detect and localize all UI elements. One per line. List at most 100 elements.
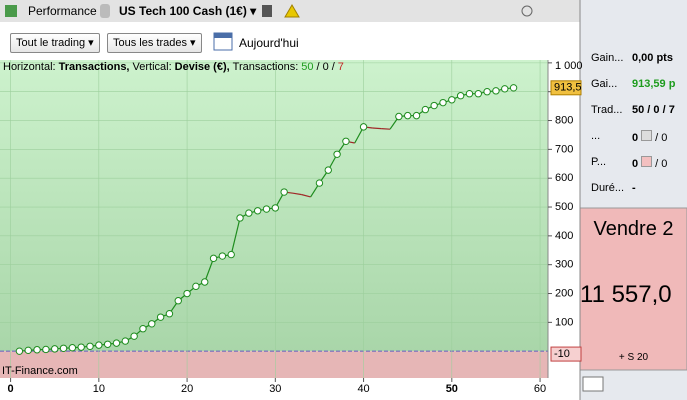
trade-point	[359, 123, 368, 131]
tab-title[interactable]: Performance	[28, 4, 97, 18]
filter-trades[interactable]: Tous les trades ▾	[107, 33, 202, 53]
trade-point	[262, 205, 271, 213]
stat-text: 0	[632, 132, 639, 144]
stat-value: -	[632, 182, 636, 194]
loss-zone	[0, 351, 548, 378]
y-tick-label: 500	[555, 201, 573, 213]
icon	[100, 4, 110, 18]
trade-point	[271, 204, 280, 212]
y-tick-label: 700	[555, 143, 573, 155]
x-tick-label: 40	[357, 383, 369, 395]
stat-row: Gai... 913,59 p	[591, 78, 681, 90]
equity-segment	[372, 127, 382, 130]
stat-value: 913,59 p	[632, 78, 675, 90]
trade-point	[148, 320, 156, 328]
trade-point	[448, 96, 456, 104]
trade-point	[103, 340, 112, 348]
x-tick-label: 50	[446, 383, 458, 395]
watermark: IT-Finance.com	[2, 365, 78, 377]
value-marker-label: -10	[554, 348, 570, 360]
filter-text: Tous les trades	[113, 37, 187, 49]
flat: 0	[322, 61, 329, 73]
header-value: Transactions,	[58, 61, 130, 73]
panel-icon[interactable]	[582, 376, 604, 392]
order-detail: + S 20	[618, 352, 649, 363]
icon	[5, 5, 17, 17]
stat-value: 0/0	[632, 156, 667, 170]
trade-point	[227, 250, 235, 259]
trade-point	[24, 346, 32, 355]
y-axis-area	[548, 60, 580, 378]
order-box	[579, 207, 687, 371]
sep: /	[331, 61, 335, 73]
trade-point	[501, 85, 509, 93]
y-tick-label: 200	[555, 287, 573, 299]
trade-point	[421, 105, 430, 114]
trade-point	[333, 150, 341, 158]
equity-segment	[204, 258, 215, 283]
filter-trading[interactable]: Tout le trading ▾	[10, 33, 100, 53]
trade-point	[456, 92, 465, 100]
trade-point	[236, 214, 244, 222]
top-bar	[0, 0, 687, 22]
trade-point	[165, 310, 174, 318]
sep: /	[316, 61, 320, 73]
stat-row: Trad... 50 / 0 / 7	[591, 104, 681, 116]
trade-point	[403, 111, 412, 120]
y-tick-label: 300	[555, 259, 573, 271]
header-value: Devise (€),	[174, 61, 230, 73]
trade-point	[201, 278, 209, 286]
order-side: Vendre 2	[593, 218, 674, 240]
trade-point	[86, 342, 94, 350]
warning-icon	[284, 4, 300, 18]
trade-point	[483, 87, 491, 96]
stat-text: 913,59 p	[632, 78, 676, 90]
filter-text: Tout le trading	[16, 37, 86, 49]
instrument[interactable]: US Tech 100 Cash (1€) ▾	[119, 4, 257, 18]
stat-label: Duré...	[591, 182, 625, 194]
y-tick-label: 600	[555, 172, 573, 184]
stat-label: Gain...	[591, 52, 624, 64]
trade-point	[51, 345, 59, 353]
wins: 50	[301, 61, 314, 73]
plot	[0, 60, 548, 378]
instrument-name[interactable]: US Tech 100 Cash (1€)	[119, 4, 247, 18]
stat-label: P...	[591, 156, 607, 168]
trade-point	[395, 112, 403, 121]
value-marker-label: 913,5	[554, 82, 582, 94]
trade-point	[59, 344, 68, 353]
share-icon	[521, 5, 533, 17]
stat-sep: /	[655, 132, 659, 144]
trade-point	[412, 111, 421, 120]
stat-value: 0,00 pts	[632, 52, 673, 64]
value-marker	[550, 80, 582, 96]
stat-text: 0,00 pts	[632, 52, 673, 64]
stat-value: 50 / 0 / 7	[632, 104, 675, 116]
stat-icon	[641, 156, 653, 167]
trade-point	[465, 90, 474, 98]
equity-segment	[292, 192, 302, 196]
stat-label: Trad...	[591, 104, 623, 116]
stats-panel: Gain... 0,00 pts Gai... 913,59 p Trad... 50 /…	[580, 0, 687, 208]
trade-point	[509, 84, 518, 92]
stat-text: 0	[661, 158, 668, 170]
x-axis-area	[0, 378, 580, 400]
y-tick-label: 100	[555, 316, 573, 328]
calendar-icon-top	[214, 33, 232, 38]
date-filter[interactable]: Aujourd'hui	[239, 36, 299, 50]
equity-segment	[230, 217, 241, 255]
wrench-icon	[262, 5, 272, 17]
stat-row: P... 0/0	[591, 156, 681, 170]
trade-point	[430, 101, 438, 110]
trade-point	[156, 313, 165, 321]
x-tick-label: 30	[269, 383, 281, 395]
trade-point	[121, 337, 130, 345]
header-text: Vertical:	[132, 61, 172, 73]
trade-point	[174, 297, 182, 305]
trade-point	[68, 344, 77, 352]
value-marker	[550, 346, 582, 362]
x-tick-label: 10	[93, 383, 105, 395]
stat-label: ...	[591, 130, 601, 142]
trade-point	[112, 339, 121, 347]
